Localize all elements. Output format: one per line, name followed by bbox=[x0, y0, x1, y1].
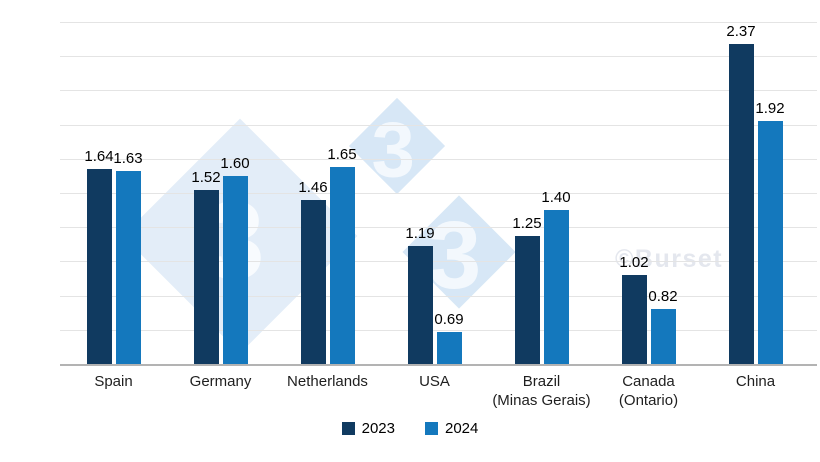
category-label-netherlands: Netherlands bbox=[287, 373, 368, 390]
gridline bbox=[60, 227, 817, 229]
value-label-2024-netherlands: 1.65 bbox=[327, 146, 357, 164]
value-label-2024-germany: 1.60 bbox=[220, 154, 250, 172]
value-label-2023-usa: 1.19 bbox=[405, 225, 435, 242]
value-label-2023-netherlands: 1.46 bbox=[298, 178, 328, 196]
value-label-2023-canada-ontario: 1.02 bbox=[619, 254, 649, 272]
watermark-logo-digit: 3 bbox=[428, 202, 482, 310]
bar-2024-spain bbox=[115, 170, 141, 364]
value-label-2023-germany: 1.52 bbox=[191, 168, 221, 186]
bar-2023-netherlands bbox=[300, 199, 326, 364]
category-label-brazil-minas-gerais: Brazil (Minas Gerais) bbox=[492, 373, 591, 409]
category-label-canada-ontario: Canada (Ontario) bbox=[618, 373, 679, 409]
bar-2024-canada-ontario bbox=[650, 309, 676, 364]
legend-label-2024: 2024 bbox=[445, 420, 479, 437]
watermark-credit: ©Burset bbox=[615, 245, 724, 273]
category-label-china: China bbox=[735, 373, 776, 390]
legend-swatch-2023 bbox=[341, 422, 355, 435]
gridline bbox=[60, 261, 817, 263]
bar-2023-brazil-minas-gerais bbox=[514, 235, 540, 364]
gridline bbox=[60, 193, 817, 194]
value-label-2023-china: 2.37 bbox=[726, 23, 756, 41]
gridline bbox=[60, 22, 817, 23]
value-label-2024-brazil-minas-gerais: 1.40 bbox=[541, 189, 571, 207]
bar-2023-spain bbox=[86, 169, 112, 364]
legend-swatch-2024 bbox=[425, 422, 438, 435]
bar-2024-netherlands bbox=[329, 167, 355, 364]
bar-2024-germany bbox=[222, 175, 248, 364]
legend-label-2023: 2023 bbox=[361, 420, 395, 437]
bar-2023-germany bbox=[193, 189, 219, 364]
bar-2023-china bbox=[728, 44, 754, 364]
bar-2023-canada-ontario bbox=[621, 275, 647, 364]
category-label-usa: USA bbox=[419, 373, 450, 390]
x-axis-line bbox=[60, 364, 817, 366]
gridline bbox=[60, 295, 817, 297]
gridline bbox=[60, 124, 817, 126]
gridline bbox=[60, 56, 817, 58]
legend-entry-2024: 2024 bbox=[425, 420, 478, 437]
category-label-spain: Spain bbox=[94, 373, 133, 390]
category-label-germany: Germany bbox=[189, 373, 252, 390]
bar-2024-china bbox=[757, 121, 783, 364]
value-label-2024-spain: 1.63 bbox=[113, 149, 143, 167]
watermark-logo-digit: 3 bbox=[371, 105, 416, 194]
bar-2024-brazil-minas-gerais bbox=[543, 210, 569, 364]
gridline bbox=[60, 329, 817, 331]
gridline bbox=[60, 90, 817, 92]
value-label-2023-spain: 1.64 bbox=[84, 148, 114, 166]
gridline bbox=[60, 158, 817, 160]
value-label-2024-usa: 0.69 bbox=[434, 310, 464, 328]
bar-2023-usa bbox=[407, 246, 433, 364]
legend: 2023 2024 bbox=[0, 420, 820, 437]
bar-2024-usa bbox=[436, 331, 462, 364]
value-label-2024-china: 1.92 bbox=[755, 100, 785, 118]
value-label-2023-brazil-minas-gerais: 1.25 bbox=[512, 214, 542, 232]
legend-entry-2023: 2023 bbox=[341, 420, 395, 437]
value-label-2024-canada-ontario: 0.82 bbox=[648, 288, 678, 306]
